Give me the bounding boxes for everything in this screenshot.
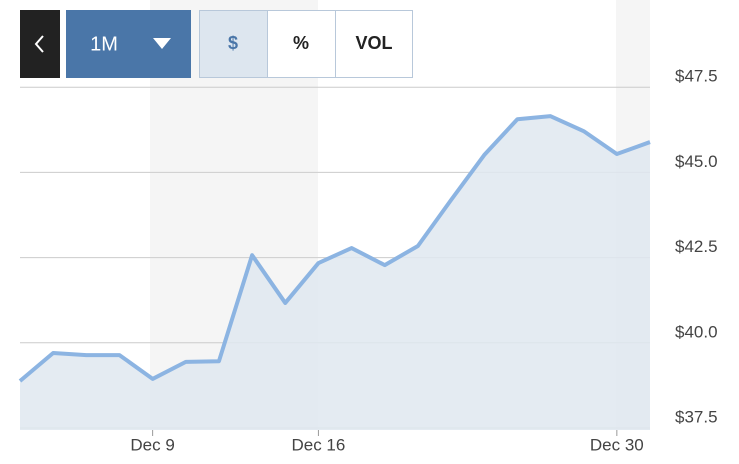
percent-button[interactable] bbox=[267, 10, 336, 78]
volume-button[interactable] bbox=[335, 10, 413, 78]
y-tick-label: $45.0 bbox=[675, 152, 718, 171]
x-tick-label: Dec 16 bbox=[291, 435, 345, 454]
y-tick-label: $40.0 bbox=[675, 322, 718, 341]
dollar-button[interactable] bbox=[199, 10, 268, 78]
range-button[interactable] bbox=[66, 10, 191, 78]
area-fill bbox=[20, 116, 650, 430]
back-icon bbox=[34, 35, 44, 53]
dollar-label: $ bbox=[228, 33, 238, 53]
x-tick-label: Dec 9 bbox=[130, 435, 174, 454]
x-tick-label: Dec 30 bbox=[590, 435, 644, 454]
volume-label: VOL bbox=[355, 33, 392, 53]
percent-label: % bbox=[293, 33, 309, 53]
y-tick-label: $47.5 bbox=[675, 67, 718, 86]
y-tick-label: $42.5 bbox=[675, 237, 718, 256]
range-label: 1M bbox=[90, 33, 118, 55]
dropdown-icon bbox=[153, 38, 171, 49]
y-tick-label: $37.5 bbox=[675, 407, 718, 426]
price-line bbox=[18, 114, 651, 383]
back-button[interactable] bbox=[20, 10, 60, 78]
